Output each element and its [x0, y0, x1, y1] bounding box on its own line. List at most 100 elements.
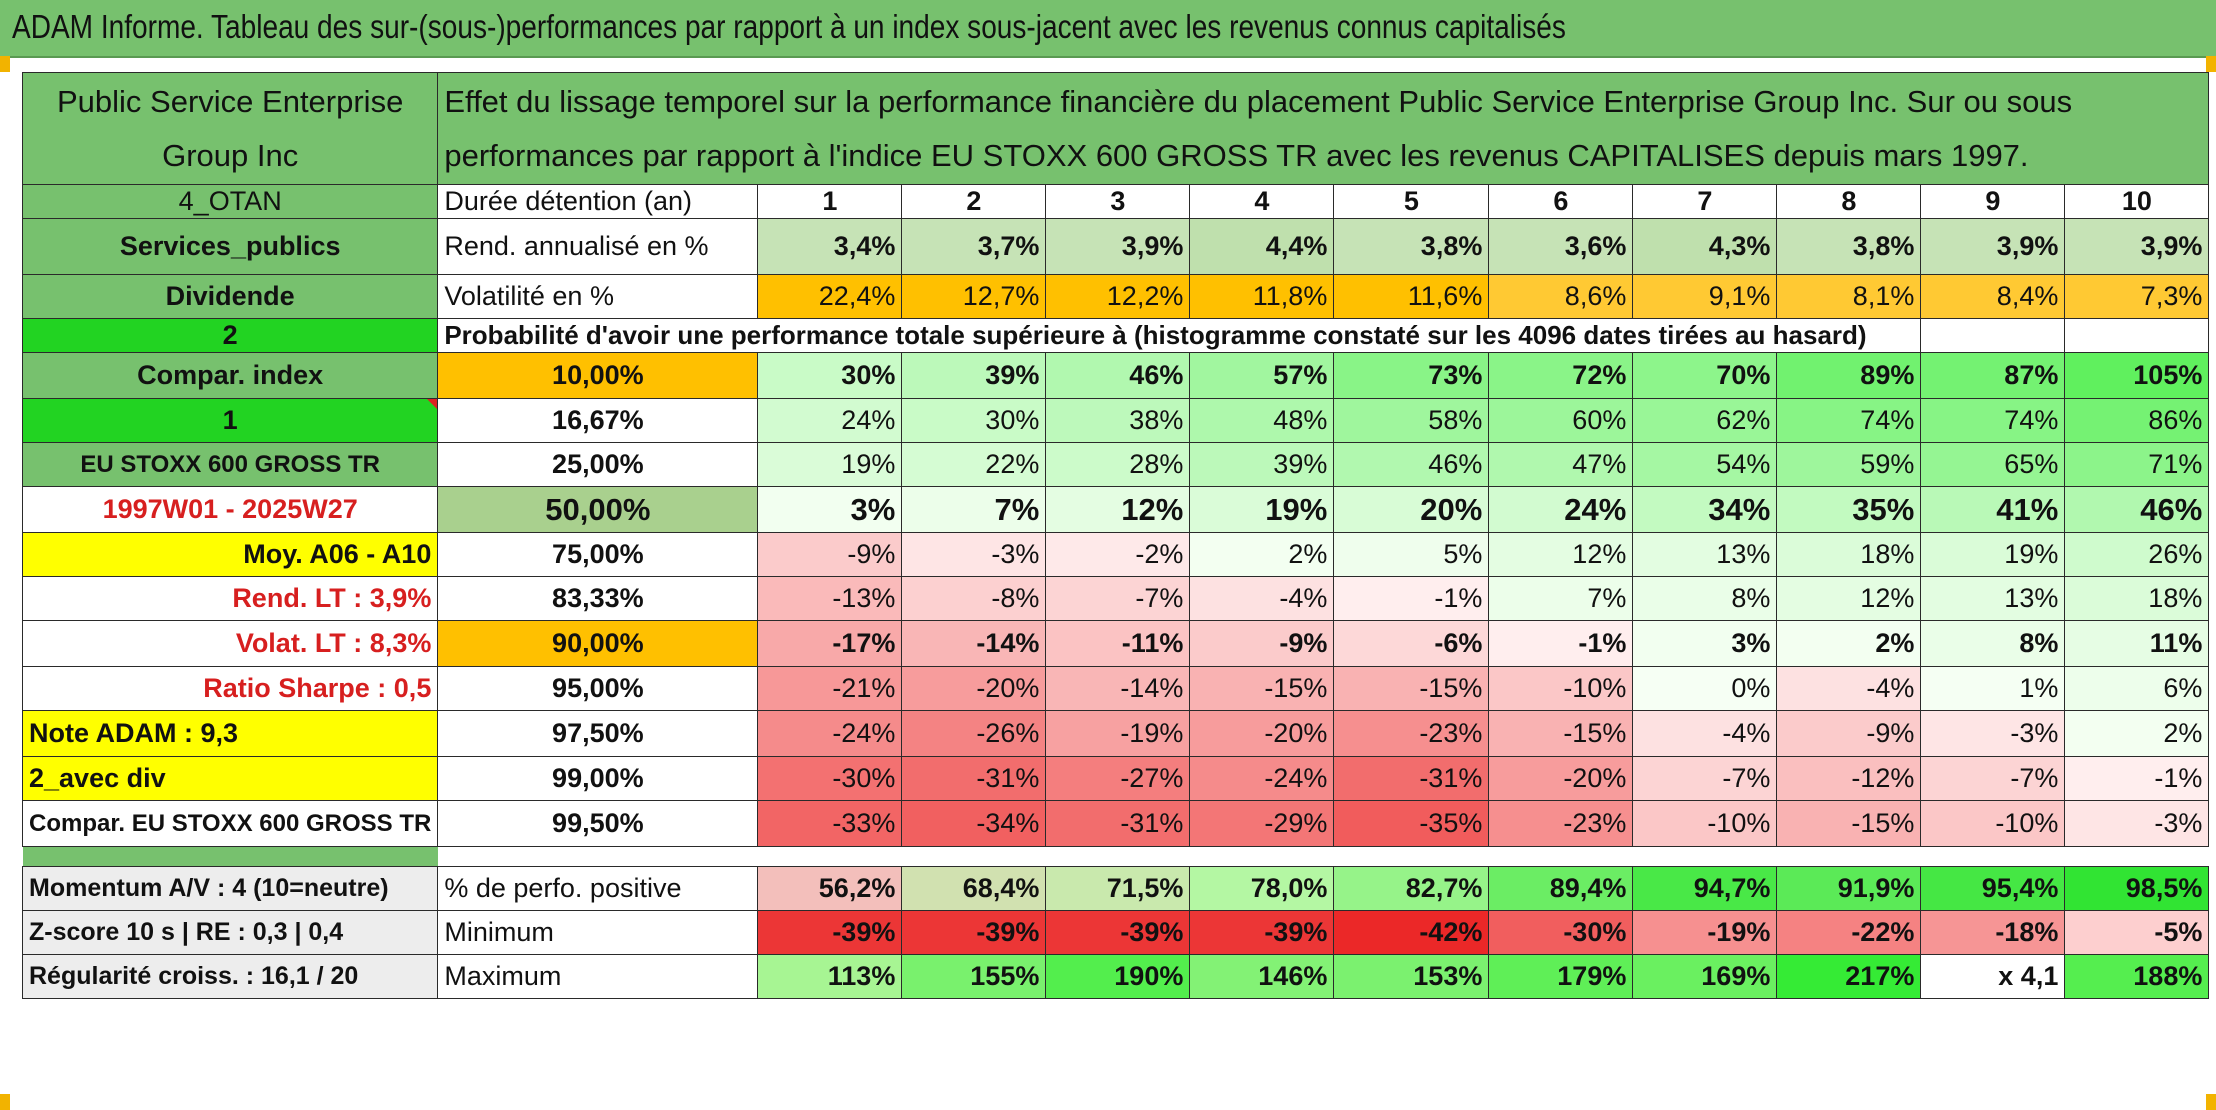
- probability-value: 72%: [1488, 352, 1634, 399]
- probability-value: 19%: [757, 442, 903, 487]
- rend-lt-label: Rend. LT : 3,9%: [21, 576, 439, 621]
- performance-table: Public Service Enterprise Group Inc Effet…: [21, 72, 2210, 999]
- probability-value: 34%: [1632, 486, 1778, 533]
- table-row: 1 16,67% 24% 30% 38% 48% 58% 60% 62% 74% 74% 86%: [21, 398, 2210, 443]
- probability-value: 62%: [1632, 398, 1778, 443]
- positive-value: 78,0%: [1189, 866, 1335, 911]
- probability-value: 73%: [1333, 352, 1490, 399]
- year-header: 8: [1776, 184, 1922, 219]
- probability-value: 19%: [1189, 486, 1335, 533]
- moy-label: Moy. A06 - A10: [21, 532, 439, 577]
- probability-value: 5%: [1333, 532, 1490, 577]
- company-name: Public Service Enterprise Group Inc: [21, 72, 439, 185]
- probability-value: 30%: [901, 398, 1047, 443]
- positive-label: % de perfo. positive: [437, 866, 759, 911]
- threshold-cell: 95,00%: [437, 666, 759, 711]
- positive-value: 91,9%: [1776, 866, 1922, 911]
- rend-value: 3,9%: [1920, 218, 2066, 275]
- table-row: Rend. LT : 3,9% 83,33% -13% -8% -7% -4% -1% 7% 8…: [21, 576, 2210, 621]
- probability-value: 24%: [757, 398, 903, 443]
- probability-value: -31%: [1045, 800, 1191, 847]
- table-row: Volat. LT : 8,3% 90,00% -17% -14% -11% -9% -6%…: [21, 620, 2210, 667]
- probability-value: -3%: [901, 532, 1047, 577]
- threshold-cell: 25,00%: [437, 442, 759, 487]
- table-row: Momentum A/V : 4 (10=neutre)% de perfo. …: [21, 866, 2210, 911]
- val2-cell: 2: [21, 318, 439, 353]
- probability-value: -15%: [1333, 666, 1490, 711]
- probability-value: 12%: [1045, 486, 1191, 533]
- probability-value: 2%: [1189, 532, 1335, 577]
- positive-value: 95,4%: [1920, 866, 2066, 911]
- sector-label: Services_publics: [21, 218, 439, 275]
- year-header: 6: [1488, 184, 1634, 219]
- probability-value: -31%: [901, 756, 1047, 801]
- corner-marker: [2206, 1094, 2216, 1110]
- probability-value: -20%: [1488, 756, 1634, 801]
- maximum-value: 188%: [2064, 954, 2210, 999]
- description: Effet du lissage temporel sur la perform…: [437, 72, 2210, 185]
- year-header: 9: [1920, 184, 2066, 219]
- minimum-value: -30%: [1488, 910, 1634, 955]
- probability-value: 74%: [1920, 398, 2066, 443]
- probability-value: -1%: [2064, 756, 2210, 801]
- positive-value: 89,4%: [1488, 866, 1634, 911]
- probability-value: 35%: [1776, 486, 1922, 533]
- probability-value: 70%: [1632, 352, 1778, 399]
- probability-value: 2%: [1776, 620, 1922, 667]
- regularite-label: Régularité croiss. : 16,1 / 20: [21, 954, 439, 999]
- probability-value: -9%: [1776, 710, 1922, 757]
- table-row: Dividende Volatilité en % 22,4% 12,7% 12,2% 1…: [21, 274, 2210, 319]
- positive-value: 82,7%: [1333, 866, 1490, 911]
- probability-value: -7%: [1632, 756, 1778, 801]
- probability-value: 65%: [1920, 442, 2066, 487]
- probability-value: 39%: [901, 352, 1047, 399]
- probability-value: -14%: [901, 620, 1047, 667]
- probability-value: 41%: [1920, 486, 2066, 533]
- volat-value: 22,4%: [757, 274, 903, 319]
- maximum-value: 113%: [757, 954, 903, 999]
- probability-value: -23%: [1333, 710, 1490, 757]
- volat-value: 8,4%: [1920, 274, 2066, 319]
- probability-value: -2%: [1045, 532, 1191, 577]
- threshold-cell: 97,50%: [437, 710, 759, 757]
- table-row: Compar. EU STOXX 600 GROSS TR 99,50% -33% -…: [21, 800, 2210, 847]
- volat-value: 8,1%: [1776, 274, 1922, 319]
- probability-value: 30%: [757, 352, 903, 399]
- threshold-cell: 90,00%: [437, 620, 759, 667]
- index-name: EU STOXX 600 GROSS TR: [21, 442, 439, 487]
- probability-value: -1%: [1488, 620, 1634, 667]
- maximum-value: x 4,1: [1920, 954, 2066, 999]
- threshold-cell: 50,00%: [437, 486, 759, 533]
- probability-value: -13%: [757, 576, 903, 621]
- val1-cell: 1: [21, 398, 439, 443]
- probability-value: 26%: [2064, 532, 2210, 577]
- probability-value: -31%: [1333, 756, 1490, 801]
- table-row: Z-score 10 s | RE : 0,3 | 0,4 Minimum -39%…: [21, 910, 2210, 955]
- spacer-cell: [437, 846, 2209, 867]
- minimum-value: -22%: [1776, 910, 1922, 955]
- compar-index-label: Compar. index: [21, 352, 439, 399]
- volat-label: Volatilité en %: [437, 274, 759, 319]
- probability-value: -20%: [1189, 710, 1335, 757]
- probability-value: 87%: [1920, 352, 2066, 399]
- probability-value: 57%: [1189, 352, 1335, 399]
- probability-value: -19%: [1045, 710, 1191, 757]
- probability-value: 24%: [1488, 486, 1634, 533]
- corner-marker: [0, 1094, 10, 1110]
- threshold-cell: 10,00%: [437, 352, 759, 399]
- year-header: 5: [1333, 184, 1490, 219]
- otan-label: 4_OTAN: [21, 184, 439, 219]
- rend-value: 4,3%: [1632, 218, 1778, 275]
- probability-value: 0%: [1632, 666, 1778, 711]
- minimum-value: -39%: [1189, 910, 1335, 955]
- probability-value: 60%: [1488, 398, 1634, 443]
- sharpe-label: Ratio Sharpe : 0,5: [21, 666, 439, 711]
- probability-value: 58%: [1333, 398, 1490, 443]
- probability-value: 7%: [1488, 576, 1634, 621]
- probability-value: -3%: [2064, 800, 2210, 847]
- table-row: 4_OTAN Durée détention (an) 1 2 3 4 5 6 7 8 9 10: [21, 184, 2210, 219]
- spacer-cell: [22, 846, 438, 867]
- maximum-value: 155%: [901, 954, 1047, 999]
- probability-value: -9%: [757, 532, 903, 577]
- volat-lt-label: Volat. LT : 8,3%: [21, 620, 439, 667]
